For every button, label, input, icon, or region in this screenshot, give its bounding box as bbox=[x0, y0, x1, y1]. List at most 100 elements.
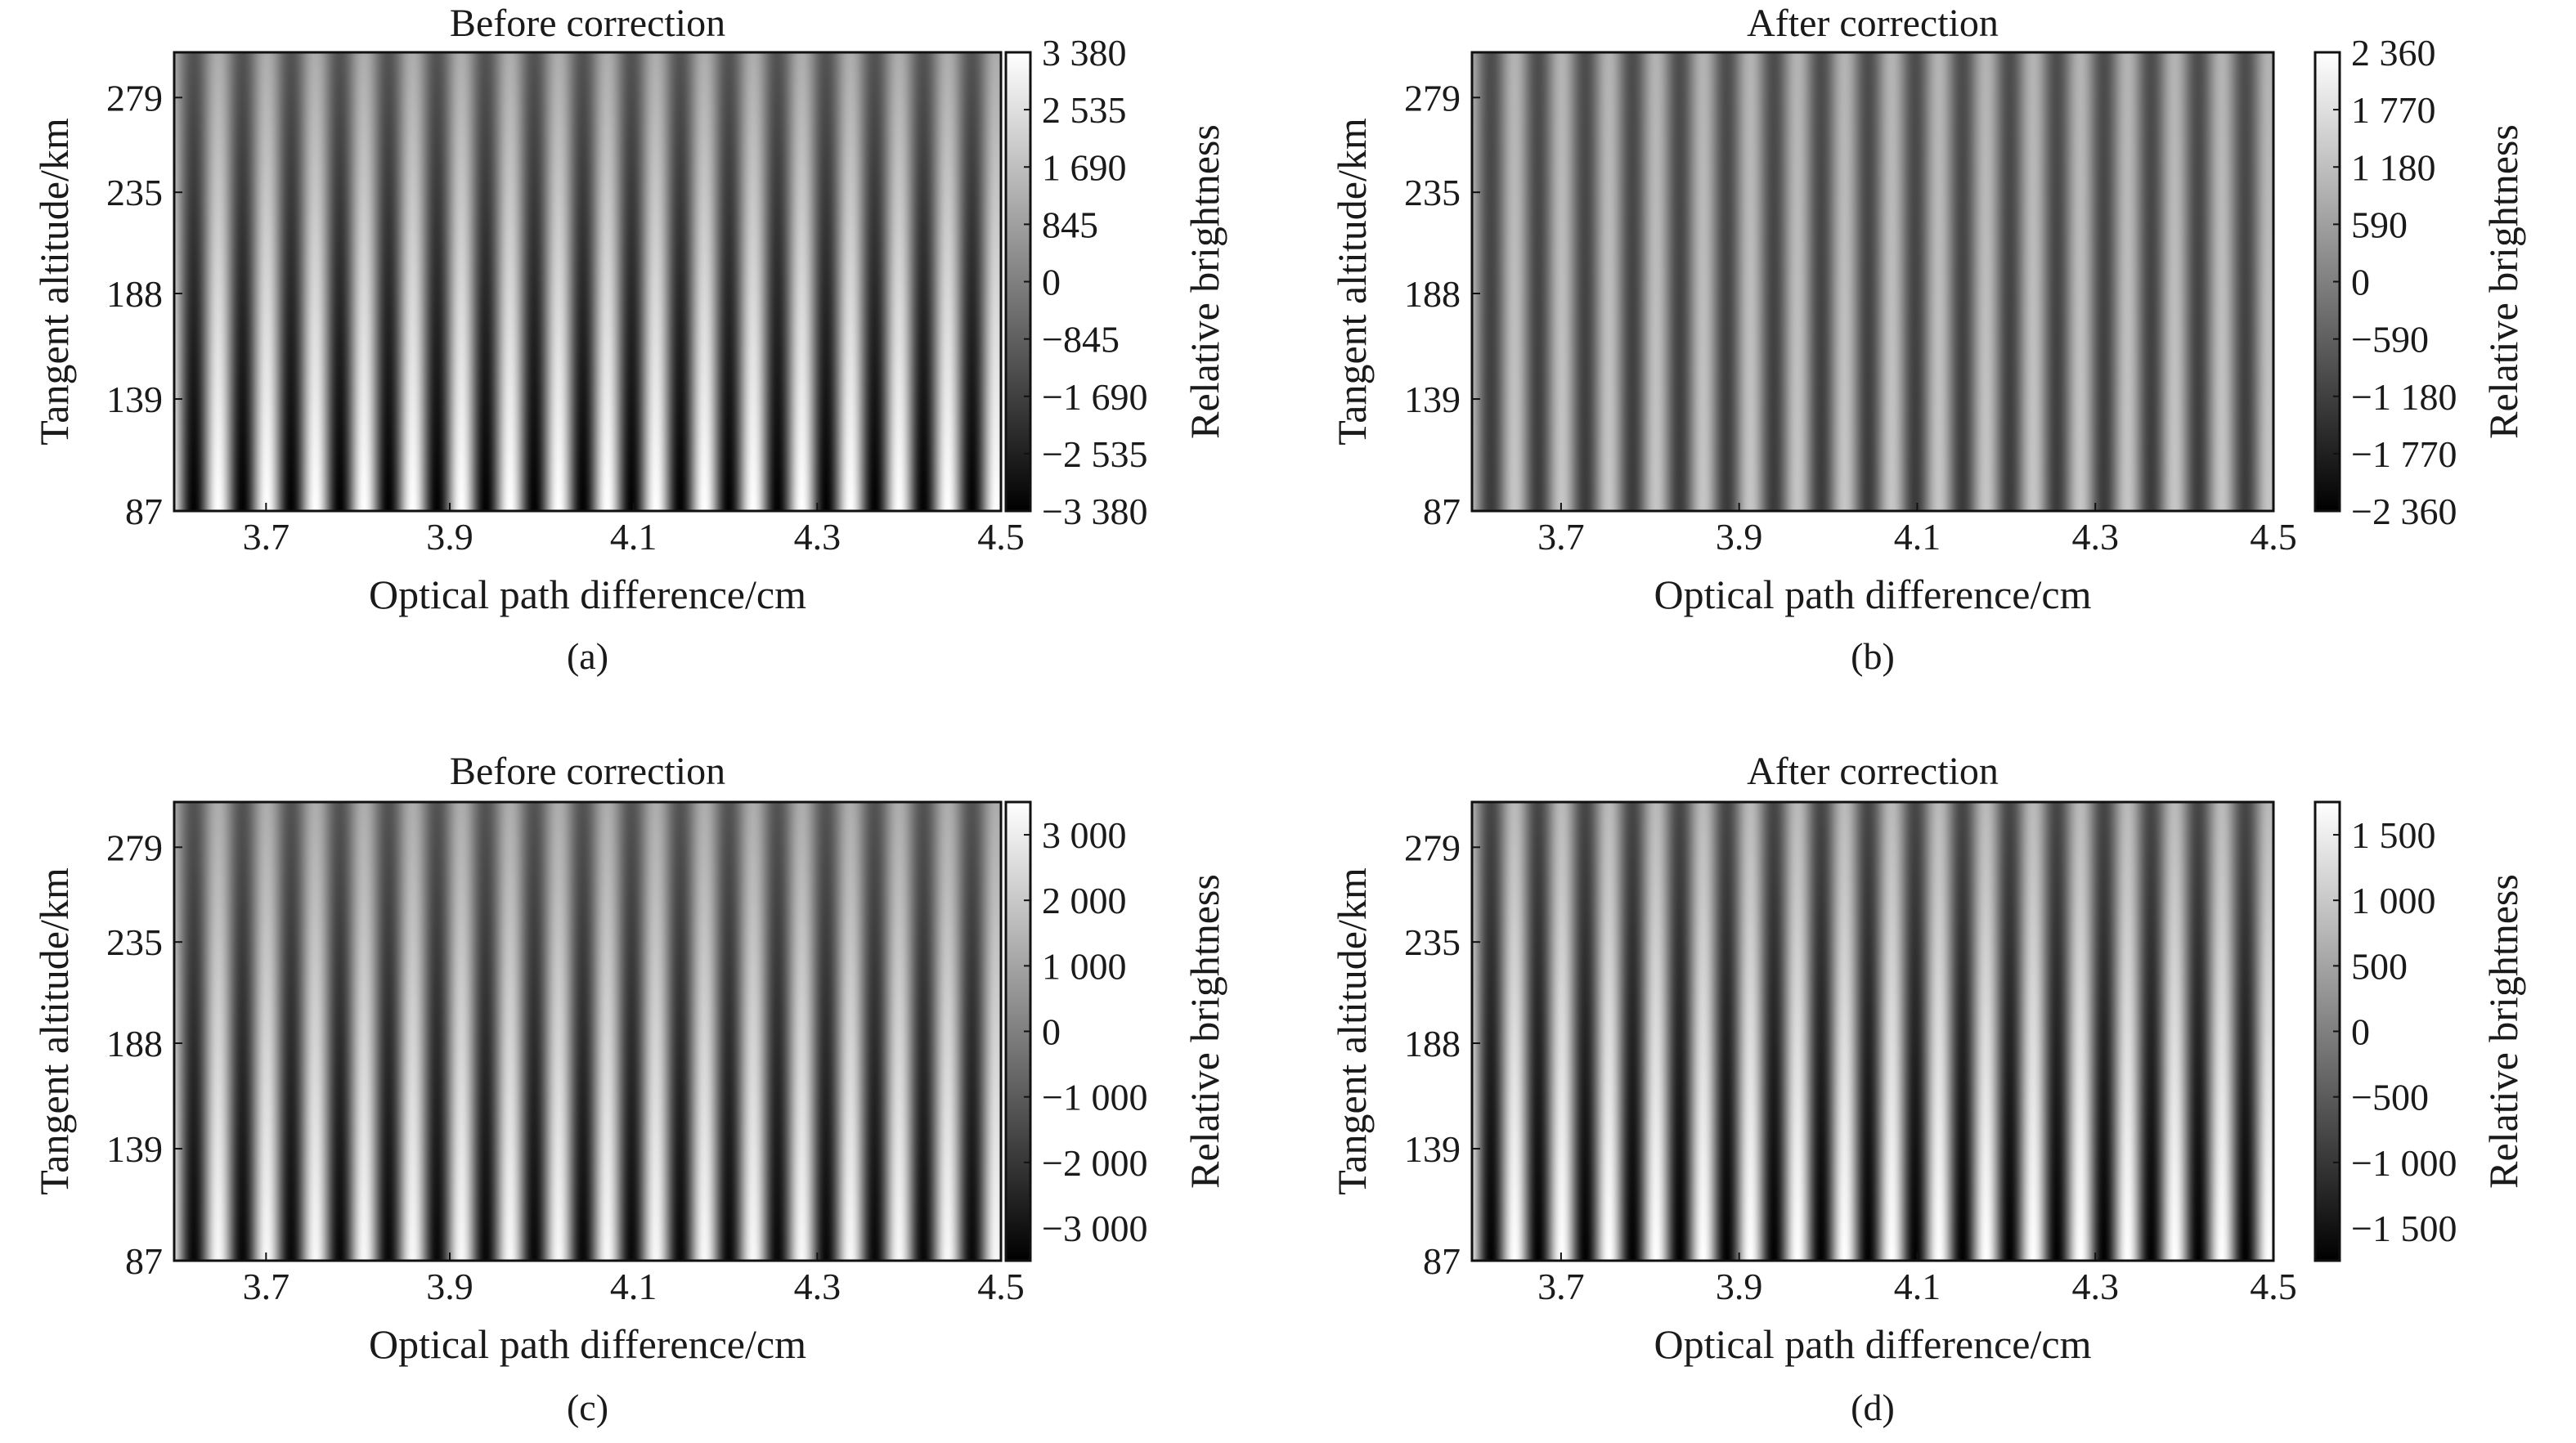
heatmap-contrast-overlay bbox=[174, 52, 1001, 511]
colorbar-label: Relative brightness bbox=[1182, 124, 1227, 439]
x-tick-label: 3.7 bbox=[1537, 1266, 1585, 1307]
x-tick-label: 4.5 bbox=[2250, 1266, 2297, 1307]
x-tick-label: 3.9 bbox=[426, 516, 473, 558]
colorbar-label: Relative brightness bbox=[2480, 874, 2526, 1189]
colorbar-tick-label: 2 000 bbox=[1042, 880, 1127, 921]
colorbar-tick-label: 0 bbox=[1042, 262, 1061, 303]
colorbar-tick-label: 2 360 bbox=[2351, 32, 2436, 74]
y-tick-label: 188 bbox=[106, 1023, 163, 1064]
y-tick-label: 279 bbox=[1404, 827, 1461, 868]
y-tick-label: 139 bbox=[106, 1128, 163, 1170]
colorbar-tick-label: −3 000 bbox=[1042, 1208, 1147, 1249]
plot-frame bbox=[173, 800, 1003, 1262]
y-tick-label: 87 bbox=[1423, 1240, 1461, 1282]
x-tick-label: 3.7 bbox=[1537, 516, 1585, 558]
panel-a: 3.7 3.9 4.1 4.3 4.5 87 139 188 235 279 Before corr… bbox=[31, 2, 1227, 677]
y-axis-label: Tangent altitude/km bbox=[1329, 118, 1375, 446]
panel-title: Before correction bbox=[450, 2, 725, 45]
colorbar-tick-label: 500 bbox=[2351, 945, 2408, 987]
colorbar-tick-label: 1 500 bbox=[2351, 814, 2436, 856]
colorbar-tick-label: 845 bbox=[1042, 204, 1098, 245]
x-tick-label: 4.1 bbox=[1894, 1266, 1941, 1307]
y-tick-label: 235 bbox=[106, 172, 163, 213]
y-axis-label: Tangent altitude/km bbox=[1329, 867, 1375, 1195]
panel-title: After correction bbox=[1747, 750, 1999, 793]
plot-frame bbox=[1470, 800, 2275, 1262]
heatmap-contrast-overlay bbox=[174, 802, 1001, 1261]
y-tick-label: 87 bbox=[125, 491, 163, 532]
x-tick-label: 4.3 bbox=[794, 516, 841, 558]
x-tick-label: 3.9 bbox=[1716, 1266, 1763, 1307]
y-tick-label: 87 bbox=[125, 1240, 163, 1282]
colorbar-tick-label: 3 380 bbox=[1042, 32, 1127, 74]
colorbar-tick-label: −2 535 bbox=[1042, 433, 1147, 475]
colorbar-tick-label: −500 bbox=[2351, 1077, 2429, 1118]
y-axis-label: Tangent altitude/km bbox=[31, 118, 77, 446]
x-tick-label: 3.9 bbox=[1716, 516, 1763, 558]
colorbar-tick-label: −1 770 bbox=[2351, 433, 2457, 475]
colorbar-tick-label: 0 bbox=[2351, 1011, 2370, 1053]
colorbar-tick-label: 2 535 bbox=[1042, 89, 1127, 131]
x-tick-label: 4.5 bbox=[977, 1266, 1025, 1307]
y-tick-label: 139 bbox=[1404, 379, 1461, 420]
colorbar-tick-label: −845 bbox=[1042, 319, 1120, 361]
plot-frame bbox=[173, 51, 1003, 513]
x-tick-label: 4.1 bbox=[1894, 516, 1941, 558]
x-tick-label: 3.7 bbox=[243, 1266, 290, 1307]
y-tick-label: 235 bbox=[106, 921, 163, 963]
colorbar-tick-label: 1 000 bbox=[1042, 945, 1127, 987]
y-axis-label: Tangent altitude/km bbox=[31, 867, 77, 1195]
y-tick-label: 279 bbox=[1404, 77, 1461, 119]
colorbar-tick-label: −2 360 bbox=[2351, 491, 2457, 532]
panel-c: 3.7 3.9 4.1 4.3 4.5 87 139 188 235 279 Before corr… bbox=[31, 750, 1227, 1428]
y-tick-label: 235 bbox=[1404, 172, 1461, 213]
y-tick-label: 188 bbox=[1404, 273, 1461, 315]
x-tick-label: 4.3 bbox=[2071, 516, 2119, 558]
y-tick-label: 188 bbox=[1404, 1023, 1461, 1064]
colorbar-tick-label: −1 000 bbox=[1042, 1077, 1147, 1118]
colorbar-tick-label: 1 770 bbox=[2351, 89, 2436, 131]
x-tick-label: 3.9 bbox=[426, 1266, 473, 1307]
colorbar-tick-label: 590 bbox=[2351, 204, 2408, 245]
panels: 3.7 3.9 4.1 4.3 4.5 87 139 188 235 279 Before corr… bbox=[31, 2, 2526, 1428]
panel-title: Before correction bbox=[450, 750, 725, 793]
colorbar-tick-label: −1 500 bbox=[2351, 1208, 2457, 1249]
panel-title: After correction bbox=[1747, 2, 1999, 45]
y-tick-label: 139 bbox=[1404, 1128, 1461, 1170]
x-axis-label: Optical path difference/cm bbox=[1654, 571, 2092, 617]
y-tick-label: 235 bbox=[1404, 921, 1461, 963]
y-tick-label: 279 bbox=[106, 827, 163, 868]
y-tick-label: 188 bbox=[106, 273, 163, 315]
x-tick-label: 4.3 bbox=[794, 1266, 841, 1307]
colorbar-tick-label: −1 180 bbox=[2351, 376, 2457, 418]
panel-label: (b) bbox=[1851, 635, 1895, 677]
x-axis-label: Optical path difference/cm bbox=[369, 571, 806, 617]
colorbar-label: Relative brightness bbox=[2480, 124, 2526, 439]
x-tick-label: 4.3 bbox=[2071, 1266, 2119, 1307]
x-tick-label: 3.7 bbox=[243, 516, 290, 558]
colorbar-tick-label: 3 000 bbox=[1042, 814, 1127, 856]
colorbar-tick-label: −3 380 bbox=[1042, 491, 1147, 532]
colorbar-label: Relative brightness bbox=[1182, 874, 1227, 1189]
x-tick-label: 4.5 bbox=[2250, 516, 2297, 558]
colorbar-tick-label: 0 bbox=[1042, 1011, 1061, 1053]
heatmap-contrast-overlay bbox=[1472, 802, 2273, 1261]
heatmap-contrast-overlay bbox=[1472, 52, 2273, 511]
x-axis-label: Optical path difference/cm bbox=[369, 1321, 806, 1367]
colorbar-tick-label: −590 bbox=[2351, 319, 2429, 361]
colorbar-tick-label: 1 690 bbox=[1042, 146, 1127, 188]
plot-frame bbox=[1470, 51, 2275, 513]
y-tick-label: 87 bbox=[1423, 491, 1461, 532]
x-axis-label: Optical path difference/cm bbox=[1654, 1321, 2092, 1367]
panel-b: 3.7 3.9 4.1 4.3 4.5 87 139 188 235 279 After corre… bbox=[1329, 2, 2526, 677]
colorbar-tick-label: −1 000 bbox=[2351, 1142, 2457, 1184]
x-tick-label: 4.5 bbox=[977, 516, 1025, 558]
colorbar-tick-label: 0 bbox=[2351, 262, 2370, 303]
colorbar-tick-label: 1 000 bbox=[2351, 880, 2436, 921]
colorbar-tick-label: −1 690 bbox=[1042, 376, 1147, 418]
panel-label: (a) bbox=[567, 635, 608, 677]
colorbar-tick-label: 1 180 bbox=[2351, 146, 2436, 188]
panel-label: (d) bbox=[1851, 1387, 1895, 1428]
panel-label: (c) bbox=[567, 1387, 608, 1428]
